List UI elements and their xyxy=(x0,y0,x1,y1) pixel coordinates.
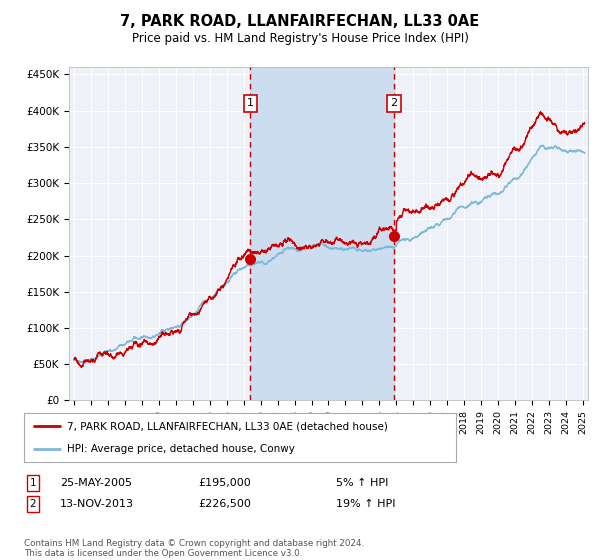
Text: 7, PARK ROAD, LLANFAIRFECHAN, LL33 0AE (detached house): 7, PARK ROAD, LLANFAIRFECHAN, LL33 0AE (… xyxy=(67,421,388,431)
Text: 1: 1 xyxy=(247,99,254,109)
Text: Price paid vs. HM Land Registry's House Price Index (HPI): Price paid vs. HM Land Registry's House … xyxy=(131,32,469,45)
Text: 2: 2 xyxy=(391,99,398,109)
Text: 5% ↑ HPI: 5% ↑ HPI xyxy=(336,478,388,488)
Text: Contains HM Land Registry data © Crown copyright and database right 2024.
This d: Contains HM Land Registry data © Crown c… xyxy=(24,539,364,558)
Text: £195,000: £195,000 xyxy=(198,478,251,488)
Text: 7, PARK ROAD, LLANFAIRFECHAN, LL33 0AE: 7, PARK ROAD, LLANFAIRFECHAN, LL33 0AE xyxy=(121,14,479,29)
Text: 25-MAY-2005: 25-MAY-2005 xyxy=(60,478,132,488)
Text: 19% ↑ HPI: 19% ↑ HPI xyxy=(336,499,395,509)
Text: HPI: Average price, detached house, Conwy: HPI: Average price, detached house, Conw… xyxy=(67,444,295,454)
Text: 13-NOV-2013: 13-NOV-2013 xyxy=(60,499,134,509)
Text: 1: 1 xyxy=(29,478,37,488)
Text: 2: 2 xyxy=(29,499,37,509)
Text: £226,500: £226,500 xyxy=(198,499,251,509)
Bar xyxy=(250,67,394,400)
